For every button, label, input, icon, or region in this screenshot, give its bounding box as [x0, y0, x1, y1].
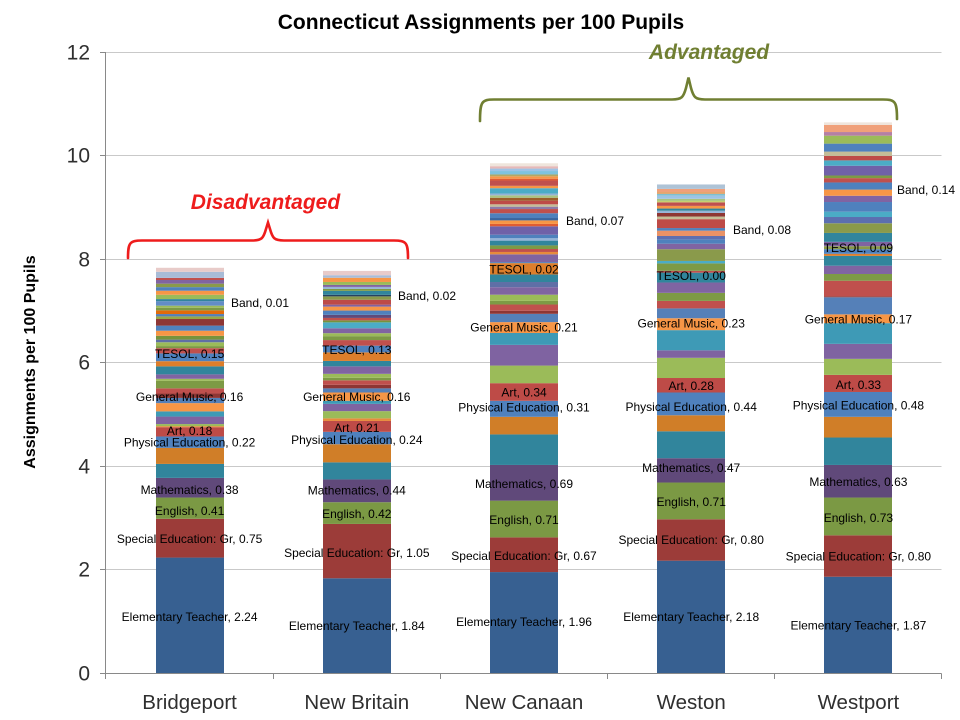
svg-text:TESOL, 0.13: TESOL, 0.13 — [322, 343, 392, 357]
svg-text:Elementary Teacher, 1.84: Elementary Teacher, 1.84 — [289, 619, 425, 633]
svg-text:General Music, 0.21: General Music, 0.21 — [470, 321, 578, 335]
svg-text:Westport: Westport — [818, 691, 900, 714]
svg-text:Physical Education, 0.44: Physical Education, 0.44 — [625, 400, 757, 414]
svg-text:Mathematics, 0.44: Mathematics, 0.44 — [308, 484, 406, 498]
svg-text:English, 0.42: English, 0.42 — [322, 507, 392, 521]
svg-text:Connecticut Assignments per 10: Connecticut Assignments per 100 Pupils — [278, 11, 685, 34]
svg-text:10: 10 — [67, 145, 90, 168]
svg-text:General Music, 0.23: General Music, 0.23 — [638, 317, 746, 331]
svg-text:8: 8 — [78, 249, 90, 272]
svg-text:Art, 0.33: Art, 0.33 — [836, 378, 882, 392]
svg-text:General Music, 0.16: General Music, 0.16 — [136, 390, 244, 404]
svg-text:Band, 0.02: Band, 0.02 — [398, 289, 456, 303]
svg-text:Advantaged: Advantaged — [648, 41, 770, 64]
svg-text:Physical Education, 0.24: Physical Education, 0.24 — [291, 433, 423, 447]
svg-text:6: 6 — [78, 352, 90, 375]
svg-text:New Britain: New Britain — [304, 691, 409, 714]
svg-text:Physical Education, 0.31: Physical Education, 0.31 — [458, 401, 590, 415]
svg-text:Mathematics, 0.63: Mathematics, 0.63 — [809, 475, 907, 489]
svg-text:TESOL, 0.02: TESOL, 0.02 — [489, 263, 559, 277]
svg-text:4: 4 — [78, 456, 90, 479]
svg-text:Art, 0.21: Art, 0.21 — [334, 421, 380, 435]
svg-text:Weston: Weston — [657, 691, 726, 714]
svg-text:2: 2 — [78, 559, 90, 582]
svg-text:Physical Education, 0.48: Physical Education, 0.48 — [793, 399, 925, 413]
svg-text:Mathematics, 0.69: Mathematics, 0.69 — [475, 477, 573, 491]
svg-text:Band, 0.14: Band, 0.14 — [897, 183, 955, 197]
svg-text:English, 0.71: English, 0.71 — [657, 495, 727, 509]
svg-text:English, 0.73: English, 0.73 — [824, 511, 894, 525]
svg-text:0: 0 — [78, 663, 90, 686]
svg-text:12: 12 — [67, 42, 90, 65]
svg-text:Elementary Teacher, 1.96: Elementary Teacher, 1.96 — [456, 615, 592, 629]
svg-text:English, 0.41: English, 0.41 — [155, 504, 225, 518]
svg-text:Disadvantaged: Disadvantaged — [191, 191, 342, 214]
svg-text:TESOL, 0.00: TESOL, 0.00 — [657, 269, 727, 283]
svg-text:Art, 0.18: Art, 0.18 — [167, 424, 213, 438]
svg-text:Bridgeport: Bridgeport — [142, 691, 237, 714]
svg-text:Elementary Teacher, 2.18: Elementary Teacher, 2.18 — [623, 610, 759, 624]
svg-text:TESOL, 0.15: TESOL, 0.15 — [155, 347, 225, 361]
svg-text:Elementary Teacher, 2.24: Elementary Teacher, 2.24 — [122, 610, 258, 624]
svg-text:General Music, 0.17: General Music, 0.17 — [805, 312, 913, 326]
svg-text:Special Education: Gr, 1.05: Special Education: Gr, 1.05 — [284, 546, 430, 560]
svg-text:Special Education: Gr, 0.75: Special Education: Gr, 0.75 — [117, 532, 263, 546]
svg-text:New Canaan: New Canaan — [465, 691, 584, 714]
svg-text:Art, 0.34: Art, 0.34 — [501, 386, 547, 400]
svg-text:Band, 0.08: Band, 0.08 — [733, 223, 791, 237]
svg-text:Assignments per 100 Pupils: Assignments per 100 Pupils — [22, 255, 39, 469]
svg-text:Band, 0.07: Band, 0.07 — [566, 214, 624, 228]
svg-text:Mathematics, 0.38: Mathematics, 0.38 — [141, 483, 239, 497]
svg-text:Physical Education, 0.22: Physical Education, 0.22 — [124, 436, 256, 450]
svg-text:Special Education: Gr, 0.80: Special Education: Gr, 0.80 — [618, 533, 764, 547]
svg-text:Art, 0.28: Art, 0.28 — [669, 379, 715, 393]
svg-text:Elementary Teacher, 1.87: Elementary Teacher, 1.87 — [790, 619, 926, 633]
svg-text:Mathematics, 0.47: Mathematics, 0.47 — [642, 461, 740, 475]
svg-text:Band, 0.01: Band, 0.01 — [231, 296, 289, 310]
svg-text:Special Education: Gr, 0.67: Special Education: Gr, 0.67 — [451, 549, 597, 563]
svg-text:English, 0.71: English, 0.71 — [489, 513, 559, 527]
svg-text:TESOL, 0.09: TESOL, 0.09 — [824, 241, 894, 255]
svg-text:General Music, 0.16: General Music, 0.16 — [303, 390, 411, 404]
svg-text:Special Education: Gr, 0.80: Special Education: Gr, 0.80 — [786, 550, 932, 564]
